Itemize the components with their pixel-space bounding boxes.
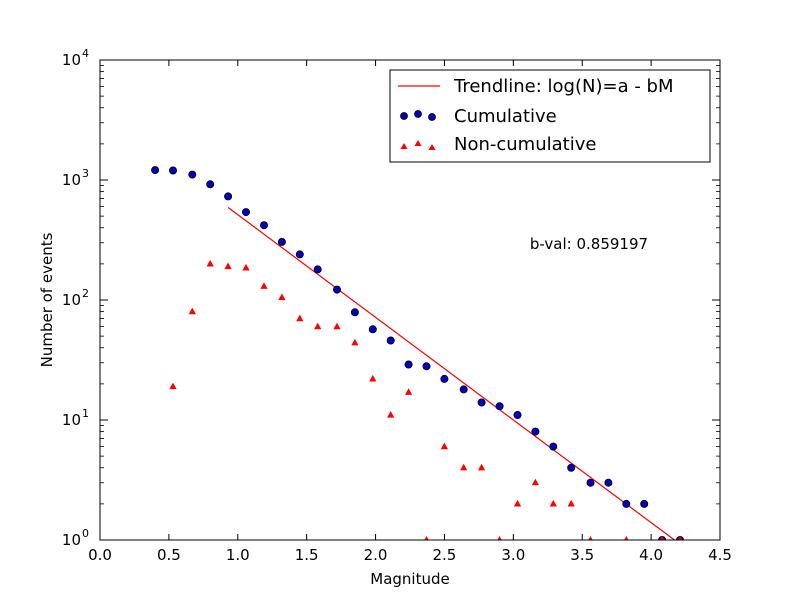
cumulative-point — [168, 166, 177, 175]
plot-frame — [99, 59, 721, 541]
cumulative-point — [241, 208, 250, 217]
noncumulative-point — [677, 536, 683, 540]
x-tick-label: 1.5 — [295, 546, 319, 564]
legend-label-cumulative: Cumulative — [454, 106, 557, 127]
noncumulative-point — [624, 536, 629, 540]
noncumulative-point — [278, 293, 286, 301]
x-tick-label: 2.5 — [433, 546, 457, 564]
cumulative-point — [513, 410, 522, 419]
x-tick-label: 4.5 — [708, 546, 732, 564]
cumulative-point — [495, 402, 504, 411]
series-layer — [151, 166, 684, 540]
y-tick-label: 10 — [62, 531, 81, 549]
cumulative-point — [277, 237, 286, 246]
cumulative-point — [549, 442, 558, 451]
noncumulative-point — [478, 463, 486, 471]
cumulative-point — [604, 478, 613, 487]
ticks-layer: 0.0 0.5 1.0 1.5 2.0 2.5 3.0 3.5 4.0 4.510 010 110 21… — [62, 47, 732, 564]
y-tick-exponent: 0 — [82, 527, 89, 540]
y-tick-exponent: 2 — [82, 287, 89, 300]
y-tick-exponent: 4 — [82, 47, 89, 60]
x-tick-label: 3.0 — [501, 546, 525, 564]
legend-cumulative-swatch — [400, 110, 436, 121]
x-tick-label: 0.0 — [88, 546, 112, 564]
noncumulative-point — [440, 442, 448, 450]
legend-box — [389, 69, 711, 163]
cumulative-point — [368, 325, 377, 334]
noncumulative-point — [242, 263, 250, 271]
legend-label-trendline: Trendline: log(N)=a - bM — [453, 76, 674, 97]
noncumulative-point — [424, 536, 429, 540]
cumulative-point — [332, 285, 341, 294]
x-axis-label: Magnitude — [370, 570, 449, 588]
cumulative-point — [350, 308, 359, 317]
cumulative-point — [404, 360, 413, 369]
cumulative-point — [259, 221, 268, 230]
noncumulative-point — [333, 322, 341, 330]
cumulative-point — [224, 192, 233, 201]
noncumulative-point — [206, 259, 214, 267]
legend-label-noncumulative: Non-cumulative — [454, 134, 596, 155]
y-tick-label: 10 — [62, 51, 81, 69]
noncumulative-point — [369, 374, 377, 382]
noncumulative-point — [351, 338, 359, 346]
x-tick-label: 2.0 — [364, 546, 388, 564]
b-value-annotation: b-val: 0.859197 — [530, 235, 648, 253]
cumulative-point — [586, 478, 595, 487]
noncumulative-point — [314, 322, 322, 330]
noncumulative-point — [405, 388, 413, 395]
noncumulative-point — [497, 536, 502, 540]
cumulative-point — [531, 427, 540, 436]
x-tick-label: 4.0 — [639, 546, 663, 564]
y-tick-exponent: 3 — [82, 167, 89, 180]
cumulative-point — [440, 374, 449, 383]
trendline — [227, 207, 675, 540]
noncumulative-point — [387, 411, 395, 418]
y-tick-label: 10 — [62, 171, 81, 189]
cumulative-point — [151, 166, 160, 175]
noncumulative-point — [169, 382, 177, 390]
noncumulative-point — [260, 282, 268, 289]
cumulative-point — [422, 362, 431, 371]
noncumulative-point — [460, 463, 468, 471]
cumulative-point — [386, 336, 395, 345]
cumulative-point — [313, 265, 322, 274]
noncumulative-point — [513, 499, 522, 507]
cumulative-point — [640, 499, 649, 508]
noncumulative-point — [567, 499, 575, 507]
noncumulative-point — [531, 478, 539, 486]
noncumulative-point — [224, 262, 232, 270]
x-tick-label: 3.5 — [570, 546, 594, 564]
y-tick-label: 10 — [62, 411, 81, 429]
noncumulative-point — [188, 307, 196, 315]
cumulative-point — [477, 398, 486, 407]
x-tick-label: 0.5 — [157, 546, 181, 564]
noncumulative-point — [588, 536, 593, 540]
noncumulative-point — [296, 314, 304, 322]
noncumulative-point — [659, 536, 665, 540]
y-axis-label: Number of events — [38, 232, 56, 367]
cumulative-point — [567, 463, 576, 472]
y-tick-exponent: 1 — [82, 407, 89, 420]
noncumulative-point — [549, 499, 557, 507]
y-tick-label: 10 — [62, 291, 81, 309]
legend: Trendline: log(N)=a - bM Cumulative Non-… — [389, 69, 711, 163]
x-tick-label: 1.0 — [226, 546, 250, 564]
legend-noncumulative-swatch — [400, 140, 436, 150]
cumulative-point — [295, 250, 304, 259]
cumulative-point — [622, 499, 631, 508]
cumulative-point — [188, 170, 197, 179]
cumulative-point — [206, 180, 215, 189]
cumulative-point — [459, 385, 468, 394]
